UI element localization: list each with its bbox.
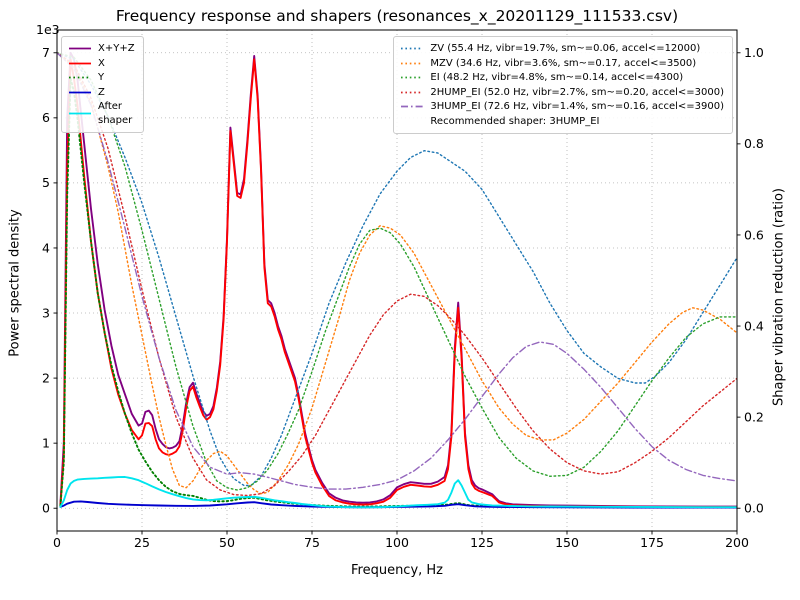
legend-item-x-label: X [98,57,105,69]
svg-text:3: 3 [42,305,50,320]
svg-text:0.6: 0.6 [744,227,764,242]
after-shaper-line-sample-icon [69,112,91,115]
svg-text:5: 5 [42,175,50,190]
svg-text:0.0: 0.0 [744,501,764,516]
z-line-sample-icon [69,91,91,94]
series-2hump-ei [57,52,737,497]
series-xyz [59,51,737,508]
svg-text:4: 4 [42,240,50,255]
mzv-line-sample-icon [401,62,424,65]
x-axis-label: Frequency, Hz [350,563,444,578]
y-axis-label-left: Power spectral density [7,209,23,357]
axis-offset-text: 1e3 [36,22,60,37]
series-after-shaper [59,476,737,509]
legend-item-after-shaper: After shaper [68,100,135,127]
svg-text:0: 0 [42,501,50,516]
legend-item-3hump-ei: 3HUMP_EI (72.6 Hz, vibr=1.4%, sm~=0.16, … [400,100,724,114]
svg-text:1.0: 1.0 [744,45,764,60]
svg-text:1: 1 [42,435,50,450]
svg-text:0.2: 0.2 [744,409,764,424]
svg-text:100: 100 [385,535,409,550]
recommended-shaper-note-label: Recommended shaper: 3HUMP_EI [430,115,600,127]
series-3hump-ei [57,52,737,490]
svg-text:175: 175 [640,535,664,550]
svg-text:200: 200 [725,535,749,550]
chart-title: Frequency response and shapers (resonanc… [115,7,679,25]
legend-item-3hump-ei-label: 3HUMP_EI (72.6 Hz, vibr=1.4%, sm~=0.16, … [430,101,724,112]
legend-item-x: X [68,57,135,71]
series-zv [57,52,737,487]
legend-item-2hump-ei-label: 2HUMP_EI (52.0 Hz, vibr=2.7%, sm~=0.20, … [430,86,724,98]
series-x [59,58,737,509]
svg-text:150: 150 [555,535,579,550]
legend-item-y-label: Y [98,72,105,83]
legend-item-z-label: Z [98,86,105,98]
svg-text:25: 25 [134,535,150,550]
blank-sample-icon [400,116,424,127]
zv-line-sample-icon [401,47,424,50]
y-axis-label-right: Shaper vibration reduction (ratio) [771,188,787,406]
legend-item-zv: ZV (55.4 Hz, vibr=19.7%, sm~=0.06, accel… [400,42,724,56]
legend-item-z: Z [68,86,135,100]
svg-text:6: 6 [42,110,50,125]
legend-item-zv-label: ZV (55.4 Hz, vibr=19.7%, sm~=0.06, accel… [430,43,701,54]
legend-item-mzv-label: MZV (34.6 Hz, vibr=3.6%, sm~=0.17, accel… [430,57,697,69]
series-z [59,500,737,509]
series-ei [57,52,737,491]
legend-item-ei: EI (48.2 Hz, vibr=4.8%, sm~=0.14, accel<… [400,71,724,85]
svg-text:2: 2 [42,370,50,385]
x-line-sample-icon [69,62,91,65]
legend-item-ei-label: EI (48.2 Hz, vibr=4.8%, sm~=0.14, accel<… [430,72,684,83]
legend-item-xyz-label: X+Y+Z [98,43,135,54]
legend-item-mzv: MZV (34.6 Hz, vibr=3.6%, sm~=0.17, accel… [400,57,724,71]
recommended-shaper-note: Recommended shaper: 3HUMP_EI [400,115,724,129]
svg-text:75: 75 [304,535,320,550]
y-line-sample-icon [69,76,91,79]
ei-line-sample-icon [401,76,424,79]
svg-text:0: 0 [53,535,61,550]
2hump-ei-line-sample-icon [401,91,424,94]
legend-psd: X+Y+Z X Y Z After shaper [61,36,144,133]
legend-item-xyz: X+Y+Z [68,42,135,56]
svg-text:0.8: 0.8 [744,136,764,151]
legend-item-2hump-ei: 2HUMP_EI (52.0 Hz, vibr=2.7%, sm~=0.20, … [400,86,724,100]
xyz-line-sample-icon [69,47,91,50]
legend-shapers: ZV (55.4 Hz, vibr=19.7%, sm~=0.06, accel… [393,36,733,134]
legend-item-after-shaper-label: After shaper [98,101,133,126]
svg-text:7: 7 [42,45,50,60]
svg-text:125: 125 [470,535,494,550]
3hump-ei-line-sample-icon [401,105,424,108]
svg-text:0.4: 0.4 [744,318,764,333]
legend-item-y: Y [68,71,135,85]
series-mzv [57,52,737,495]
svg-text:50: 50 [219,535,235,550]
